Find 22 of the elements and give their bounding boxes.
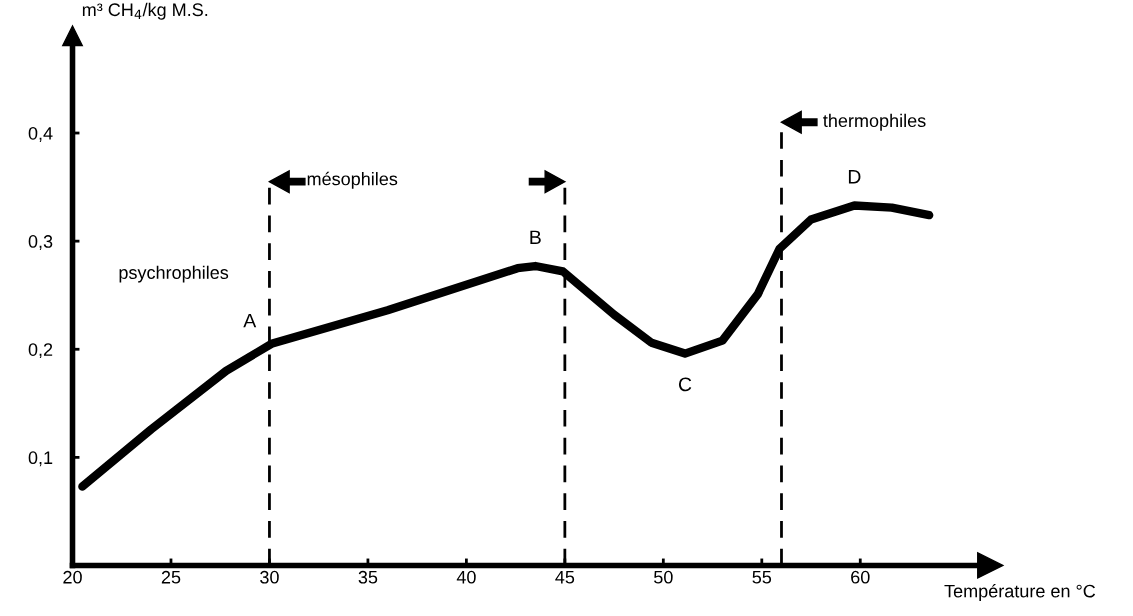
- y-tick-label: 0,1: [28, 451, 53, 467]
- annotation: psychrophiles: [119, 265, 229, 283]
- x-tick-label: 40: [456, 570, 476, 584]
- annotation: B: [530, 230, 541, 245]
- x-tick-label: 45: [555, 571, 575, 584]
- x-tick-label: 35: [358, 570, 378, 584]
- x-axis-title: Température en °C: [944, 584, 1096, 602]
- x-tick-label: 30: [260, 570, 279, 584]
- x-tick-label: 25: [161, 570, 181, 584]
- y-tick-label: 0,2: [28, 343, 53, 359]
- x-tick-label: 60: [851, 570, 870, 584]
- y-axis-title: m³ CH$_{4}$/kg M.S.: [82, 2, 208, 20]
- y-tick-label: 0,3: [28, 235, 53, 250]
- annotation: mésophiles: [307, 171, 398, 189]
- annotation: A: [243, 313, 257, 328]
- x-tick-label: 20: [63, 570, 82, 584]
- x-tick-label: 55: [752, 571, 772, 584]
- x-tick-label: 50: [654, 570, 673, 584]
- ref-line-label: thermophiles: [823, 113, 926, 131]
- y-tick-label: 0,4: [28, 126, 53, 142]
- annotation: C: [678, 377, 692, 392]
- annotation: D: [848, 170, 861, 184]
